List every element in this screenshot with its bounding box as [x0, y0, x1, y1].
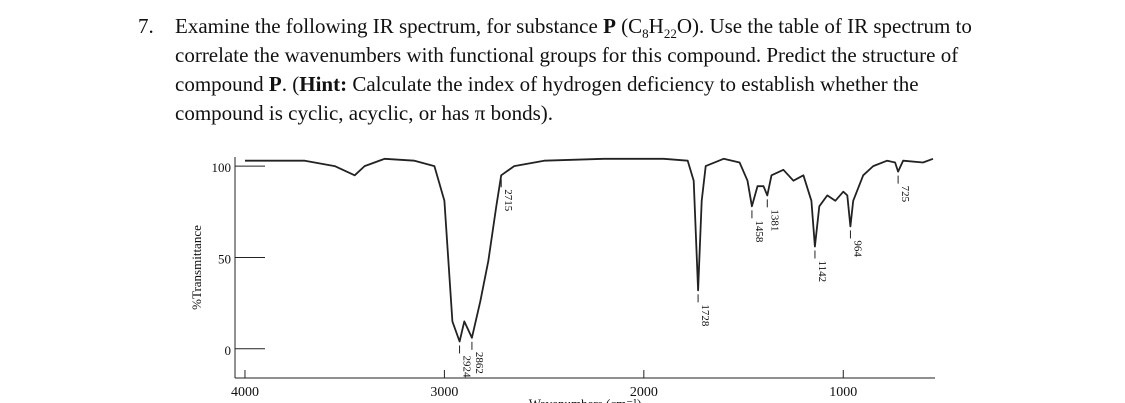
question: 7. Examine the following IR spectrum, fo…: [138, 12, 998, 128]
text: (C: [615, 14, 643, 38]
x-tick-label: 3000: [430, 385, 458, 400]
subscript: 8: [642, 26, 649, 42]
peak-label: 964: [851, 240, 863, 257]
peak-label: 2862: [473, 352, 485, 374]
bold-text: P: [603, 14, 616, 38]
text: O). Use the table of IR spectrum to corr…: [175, 14, 972, 96]
y-tick-label: 50: [218, 251, 231, 266]
subscript: 22: [663, 26, 677, 42]
peak-label: 1381: [768, 209, 780, 231]
text: H: [648, 14, 664, 38]
text: Calculate the index of hydrogen deficien…: [175, 72, 919, 125]
peak-label: 2715: [502, 189, 514, 212]
text: . (: [281, 72, 300, 96]
text: Examine the following IR spectrum, for s…: [175, 14, 604, 38]
question-number: 7.: [138, 14, 154, 38]
y-tick-label: 0: [225, 343, 232, 358]
bold-text: Hint:: [299, 72, 348, 96]
y-tick-label: 100: [212, 160, 232, 175]
bold-text: P: [268, 72, 282, 96]
peak-label: 1458: [753, 220, 765, 243]
y-axis-label: %Transmittance: [189, 225, 204, 310]
spectrum-line: [245, 157, 934, 343]
x-tick-label: 2000: [630, 385, 658, 400]
question-text: Examine the following IR spectrum, for s…: [175, 12, 998, 128]
x-tick-label: 4000: [231, 385, 259, 400]
x-axis-label: Wavenumbers (cm⁻¹): [529, 396, 642, 403]
peak-label: 1728: [699, 304, 711, 327]
peak-label: 1142: [816, 260, 828, 282]
peak-label: 2924: [461, 355, 473, 378]
x-tick-label: 1000: [829, 385, 857, 400]
peak-label: 725: [899, 186, 911, 203]
